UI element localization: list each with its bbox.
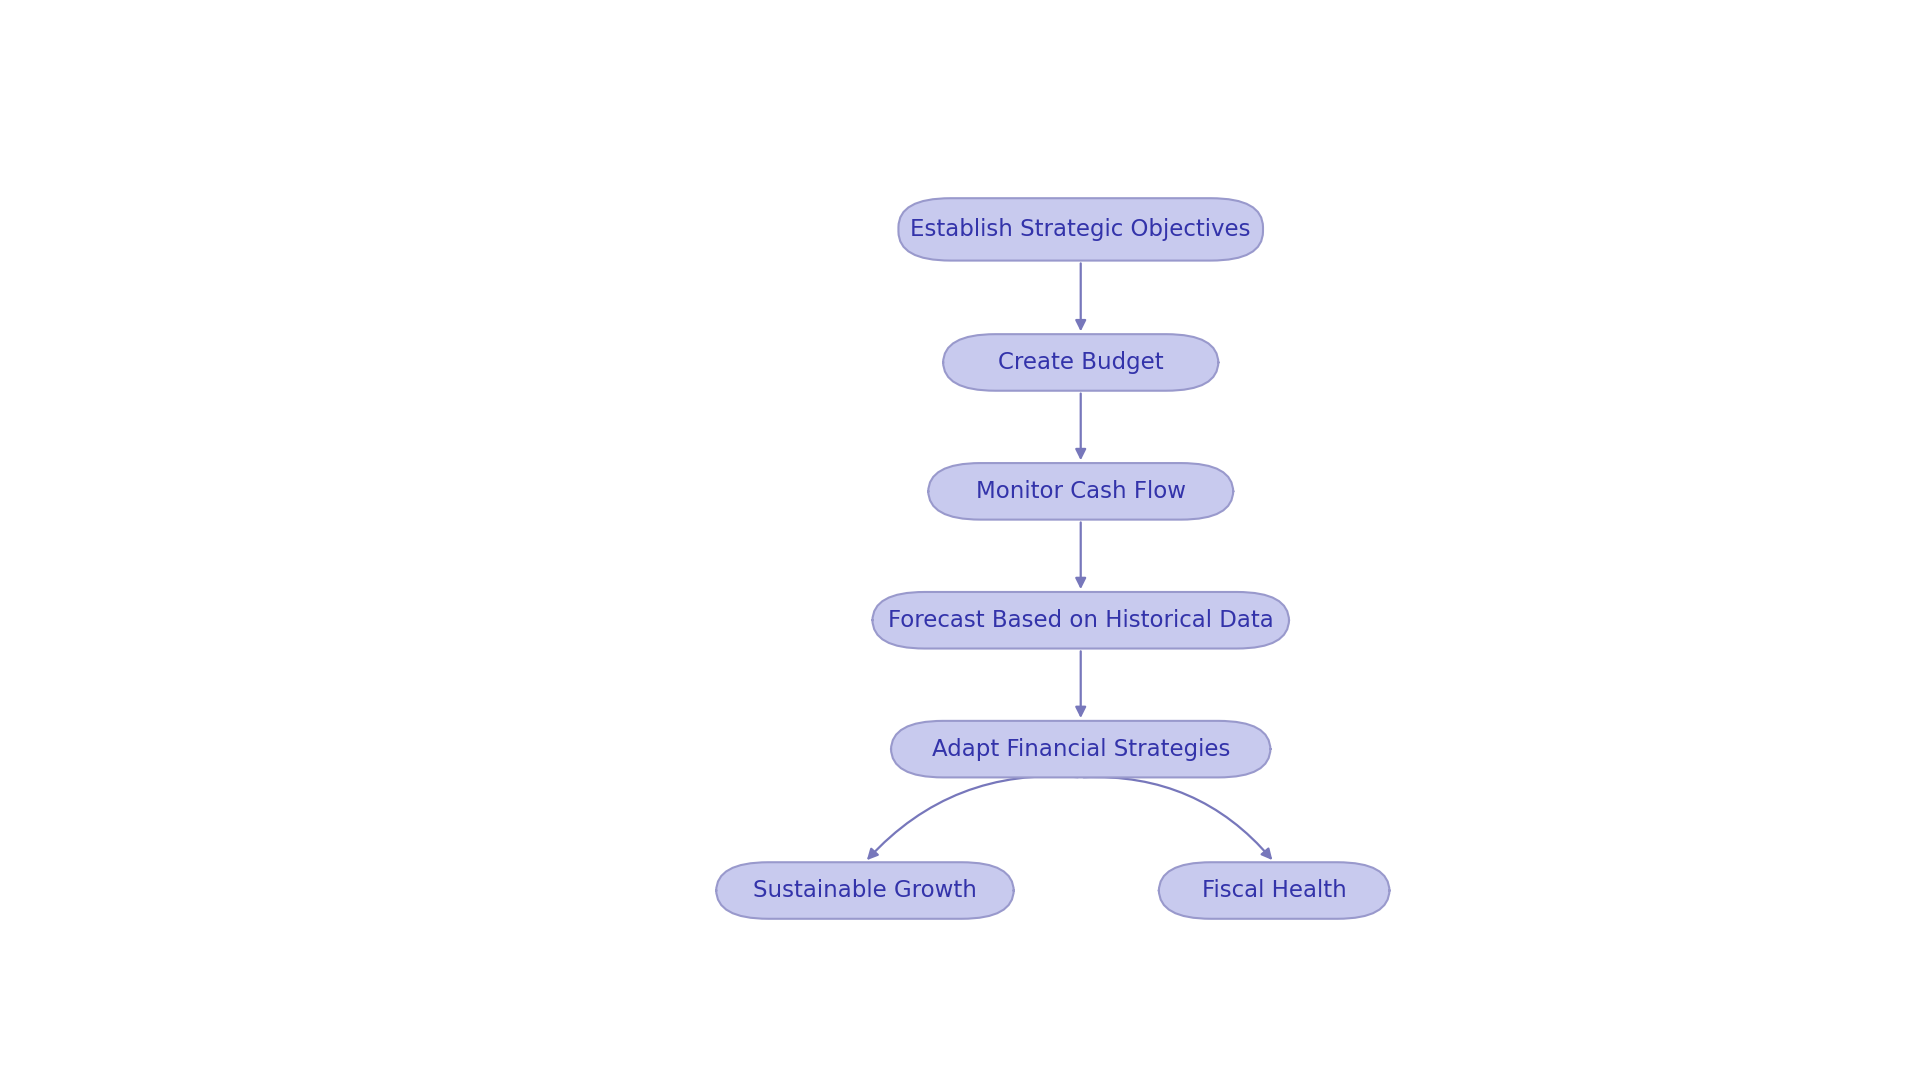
FancyBboxPatch shape [943,334,1219,391]
Text: Create Budget: Create Budget [998,351,1164,374]
FancyBboxPatch shape [1160,862,1390,919]
Text: Forecast Based on Historical Data: Forecast Based on Historical Data [887,609,1273,632]
Text: Fiscal Health: Fiscal Health [1202,879,1346,902]
FancyBboxPatch shape [716,862,1014,919]
FancyBboxPatch shape [872,592,1288,648]
Text: Establish Strategic Objectives: Establish Strategic Objectives [910,218,1252,241]
FancyBboxPatch shape [891,720,1271,778]
Text: Sustainable Growth: Sustainable Growth [753,879,977,902]
FancyBboxPatch shape [899,199,1263,260]
Text: Monitor Cash Flow: Monitor Cash Flow [975,480,1187,503]
FancyBboxPatch shape [927,463,1233,519]
Text: Adapt Financial Strategies: Adapt Financial Strategies [931,738,1231,760]
